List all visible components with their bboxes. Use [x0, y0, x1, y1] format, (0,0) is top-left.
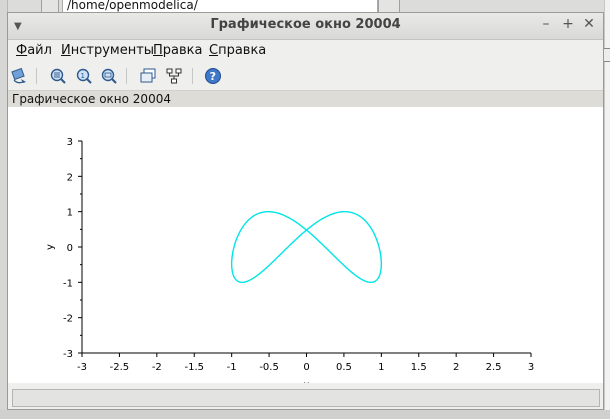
zoom-area-icon[interactable] [49, 67, 67, 85]
toolbar-separator [192, 68, 193, 84]
zoom-out-icon[interactable] [100, 67, 118, 85]
x-tick-label: 1.5 [411, 362, 427, 373]
status-message-box [12, 389, 600, 407]
toolbar: 1 ? [8, 62, 603, 91]
series-curve [230, 210, 383, 284]
toolbar-separator [36, 68, 37, 84]
minimize-button[interactable]: – [542, 16, 550, 32]
rotate-icon[interactable] [11, 67, 29, 85]
menu-help[interactable]: Справка [209, 43, 267, 58]
y-tick-label: 3 [67, 137, 73, 148]
y-tick-label: 0 [67, 243, 73, 254]
plot-area[interactable]: -3 -2.5 -2 -1.5 -1 -0.5 0 0.5 1 1.5 2 2.5 3 -3 -2 -1 0 1 2… [8, 107, 603, 383]
menu-edit[interactable]: Правка [153, 43, 203, 58]
y-tick-label: 2 [67, 172, 73, 183]
close-button[interactable]: ✕ [583, 16, 595, 32]
menu-file[interactable]: Файл [16, 43, 52, 58]
x-axis-label: x [304, 380, 310, 383]
y-axis-label: y [45, 244, 56, 250]
window-menu-icon[interactable]: ▼ [14, 21, 22, 32]
x-tick-label: -1.5 [184, 362, 204, 373]
window-title: Графическое окно 20004 [210, 17, 401, 32]
y-tick-label: 1 [67, 208, 73, 219]
x-tick-label: -0.5 [259, 362, 279, 373]
data-tip-icon[interactable] [165, 67, 183, 85]
menubar: Файл Инструменты Правка Справка [8, 40, 603, 62]
plot-axes: -3 -2.5 -2 -1.5 -1 -0.5 0 0.5 1 1.5 2 2.5 3 -3 -2 -1 0 1 2… [45, 137, 534, 383]
x-tick-label: 1 [378, 362, 384, 373]
background-right-edge [604, 0, 610, 419]
statusbar [8, 385, 603, 409]
x-tick-label: 0 [303, 362, 309, 373]
x-tick-label: 2.5 [486, 362, 502, 373]
plot-canvas[interactable]: -3 -2.5 -2 -1.5 -1 -0.5 0 0.5 1 1.5 2 2.5 3 -3 -2 -1 0 1 2… [8, 107, 603, 383]
toolbar-separator [126, 68, 127, 84]
background-bottom-edge [0, 410, 610, 419]
x-tick-label: -2 [152, 362, 162, 373]
maximize-button[interactable]: + [562, 16, 574, 32]
x-tick-label: 3 [528, 362, 534, 373]
x-tick-label: 2 [453, 362, 459, 373]
zoom-reset-icon[interactable]: 1 [75, 67, 93, 85]
x-tick-label: -2.5 [110, 362, 130, 373]
x-tick-label: -1 [227, 362, 237, 373]
figure-window-icon[interactable] [139, 67, 157, 85]
svg-text:?: ? [210, 70, 216, 83]
help-icon[interactable]: ? [204, 67, 222, 85]
y-tick-label: -1 [63, 278, 73, 289]
y-tick-label: -3 [63, 349, 73, 360]
y-tick-label: -2 [63, 314, 73, 325]
menu-tools[interactable]: Инструменты [61, 43, 155, 58]
x-tick-label: 0.5 [336, 362, 352, 373]
graphic-window: ▼ Графическое окно 20004 – + ✕ Файл Инст… [7, 12, 604, 410]
x-tick-label: -3 [77, 362, 87, 373]
svg-text:1: 1 [81, 72, 85, 80]
window-titlebar[interactable]: ▼ Графическое окно 20004 – + ✕ [8, 13, 603, 40]
